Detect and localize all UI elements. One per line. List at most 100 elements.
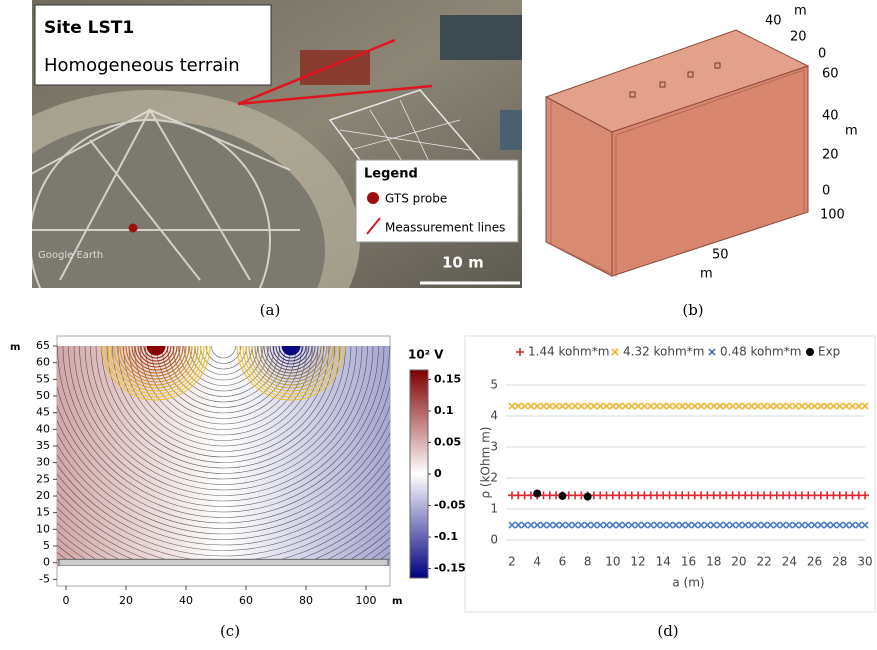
marker [660, 403, 666, 409]
marker [679, 403, 685, 409]
tick-label: 0 [822, 184, 830, 199]
y-tick-label: 0 [490, 533, 498, 547]
y-tick-label: 4 [490, 409, 498, 423]
marker [515, 403, 521, 409]
marker [717, 403, 723, 409]
y-tick-label: 10 [36, 522, 50, 535]
legend-label: Exp [818, 345, 840, 359]
marker [805, 522, 811, 528]
legend-marker [709, 349, 715, 355]
x-tick-label: 6 [559, 555, 567, 569]
marker [761, 522, 767, 528]
marker [679, 522, 685, 528]
marker [723, 403, 729, 409]
marker [698, 522, 704, 528]
legend-marker [806, 348, 814, 356]
marker [711, 403, 717, 409]
marker [755, 403, 761, 409]
x-tick-label: 16 [681, 555, 696, 569]
marker [730, 522, 736, 528]
tick-label: 20 [790, 30, 807, 45]
y-tick-label: 15 [36, 506, 50, 519]
base-layer [59, 559, 388, 566]
panel-frame [465, 336, 875, 612]
y-tick-label: -5 [39, 572, 50, 585]
y-tick-label: 50 [36, 389, 50, 402]
y-tick-label: 20 [36, 489, 50, 502]
marker [824, 403, 830, 409]
tick-label: 40 [765, 14, 782, 29]
legend-dot [367, 192, 379, 204]
x-tick-label: 14 [656, 555, 671, 569]
marker [780, 403, 786, 409]
marker [528, 403, 534, 409]
y-tick-label: 0 [43, 556, 50, 569]
marker [686, 403, 692, 409]
watermark: Google Earth [38, 250, 103, 261]
y-tick-label: 40 [36, 422, 50, 435]
marker [648, 403, 654, 409]
marker [541, 403, 547, 409]
marker [843, 522, 849, 528]
marker [686, 522, 692, 528]
x-tick-label: 20 [119, 594, 133, 607]
marker [616, 403, 622, 409]
y-tick-label: 35 [36, 439, 50, 452]
marker [793, 522, 799, 528]
colorbar-tick-label: 0.1 [434, 404, 454, 417]
marker [635, 522, 641, 528]
marker [849, 403, 855, 409]
colorbar-tick-label: 0.15 [434, 372, 461, 385]
site-label: Site LST1 [44, 18, 134, 38]
marker [572, 403, 578, 409]
marker [597, 403, 603, 409]
marker [629, 522, 635, 528]
marker [622, 522, 628, 528]
marker [559, 403, 565, 409]
marker [717, 522, 723, 528]
x-tick-label: 24 [782, 555, 797, 569]
axis-unit: m [794, 4, 807, 19]
marker [616, 522, 622, 528]
marker [533, 490, 541, 498]
tick-label: 40 [822, 109, 839, 124]
tick-label: 100 [820, 208, 845, 223]
marker [610, 522, 616, 528]
x-tick-label: 2 [508, 555, 516, 569]
legend-label: 1.44 kohm*m [528, 345, 609, 359]
tick-label: 60 [822, 67, 839, 82]
y-tick-label: 60 [36, 356, 50, 369]
marker [755, 522, 761, 528]
marker [805, 403, 811, 409]
marker [749, 522, 755, 528]
marker [711, 522, 717, 528]
marker [566, 522, 572, 528]
marker [591, 403, 597, 409]
marker [818, 522, 824, 528]
marker [799, 403, 805, 409]
y-axis-label: ρ (kOhm m) [479, 427, 493, 499]
marker [584, 493, 592, 501]
marker [547, 403, 553, 409]
marker [667, 403, 673, 409]
marker [849, 522, 855, 528]
marker [534, 403, 540, 409]
x-tick-label: 100 [356, 594, 377, 607]
marker [648, 522, 654, 528]
marker [692, 403, 698, 409]
legend-label: 0.48 kohm*m [720, 345, 801, 359]
y-tick-label: 5 [490, 378, 498, 392]
terrain-label: Homogeneous terrain [44, 55, 240, 76]
legend-item: GTS probe [385, 192, 447, 206]
y-tick-label: 5 [43, 539, 50, 552]
marker [786, 403, 792, 409]
colorbar-tick-label: -0.1 [434, 530, 458, 543]
marker [812, 403, 818, 409]
marker [553, 522, 559, 528]
marker [786, 522, 792, 528]
marker [704, 403, 710, 409]
marker [522, 522, 528, 528]
x-tick-label: 22 [757, 555, 772, 569]
y-tick-label: 55 [36, 372, 50, 385]
marker [761, 403, 767, 409]
